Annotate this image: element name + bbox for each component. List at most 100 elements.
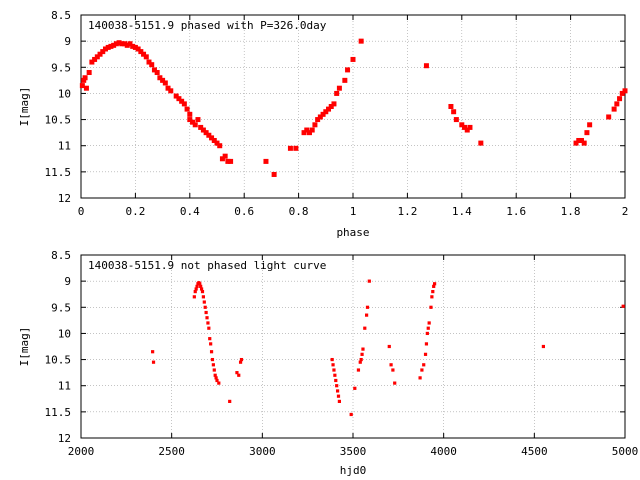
data-point xyxy=(214,140,220,146)
data-point xyxy=(82,75,88,81)
data-point xyxy=(365,305,370,309)
data-point xyxy=(206,132,212,138)
x-tick-label: 4500 xyxy=(521,445,548,458)
data-point xyxy=(165,85,171,91)
data-point xyxy=(358,38,364,44)
y-tick-label: 10 xyxy=(58,327,71,340)
data-point xyxy=(79,83,85,89)
data-point xyxy=(198,282,202,286)
data-point xyxy=(194,287,198,291)
data-point xyxy=(336,85,342,91)
data-point xyxy=(219,156,225,162)
data-point xyxy=(173,93,179,99)
data-point xyxy=(578,137,584,143)
data-point xyxy=(239,357,244,362)
data-point xyxy=(222,153,228,159)
y-tick-label: 10.5 xyxy=(45,354,72,367)
x-tick-label: 0 xyxy=(78,205,85,218)
data-point xyxy=(622,88,628,94)
data-point xyxy=(201,295,205,299)
data-point xyxy=(209,350,214,354)
data-point xyxy=(312,122,318,128)
data-point xyxy=(204,310,208,315)
y-tick-label: 11 xyxy=(58,380,71,393)
x-axis-label: hjd0 xyxy=(340,464,367,477)
data-point xyxy=(459,122,465,128)
phased-light-curve-panel: 0 0.2 0.4 0.6 0.8 1 1.2 1.4 1.6 1.8 2 8.5 9 9.5 10 10.5… xyxy=(18,9,628,239)
data-point xyxy=(215,378,219,383)
data-point xyxy=(462,124,468,130)
x-tick-label: 0.4 xyxy=(180,205,200,218)
x-tick-label: 2500 xyxy=(158,445,185,458)
x-tick-label: 2 xyxy=(622,205,629,218)
data-point xyxy=(331,101,337,107)
chart-title: 140038-5151.9 phased with P=326.0day xyxy=(88,19,327,32)
data-point xyxy=(200,127,206,133)
data-point xyxy=(333,373,337,377)
data-point xyxy=(122,41,128,47)
data-point xyxy=(418,376,422,380)
data-point xyxy=(209,135,215,141)
data-point xyxy=(425,331,429,336)
data-point xyxy=(146,59,152,65)
data-point xyxy=(205,316,209,320)
data-point xyxy=(358,360,362,364)
data-point xyxy=(160,77,166,83)
y-tick-label: 10 xyxy=(58,87,71,100)
data-point xyxy=(81,77,87,83)
data-point xyxy=(119,41,125,47)
data-point xyxy=(207,326,211,330)
data-point xyxy=(423,63,429,69)
data-point xyxy=(203,130,209,136)
data-point xyxy=(367,279,371,283)
data-point xyxy=(192,295,196,299)
unphased-light-curve-panel: 2000 2500 3000 3500 4000 4500 5000 8.5 9 9.5 10 10.… xyxy=(18,249,638,477)
data-point xyxy=(541,344,545,349)
data-point xyxy=(287,145,293,151)
data-point xyxy=(617,96,623,102)
data-point xyxy=(213,373,217,377)
data-point xyxy=(337,399,341,403)
data-point xyxy=(89,59,95,65)
data-point xyxy=(210,357,215,362)
y-tick-label: 9.5 xyxy=(51,61,71,74)
data-point xyxy=(135,46,141,52)
y-tick-label: 12 xyxy=(58,432,71,445)
data-point xyxy=(573,140,579,146)
data-point xyxy=(212,368,216,372)
data-point xyxy=(464,127,470,133)
data-point xyxy=(429,305,433,309)
data-point xyxy=(184,106,190,112)
y-tick-label: 11 xyxy=(58,140,71,153)
plot-frame xyxy=(80,14,626,199)
data-point xyxy=(426,326,430,330)
data-point xyxy=(199,287,204,291)
data-point xyxy=(162,80,168,86)
data-point xyxy=(422,363,426,367)
data-point xyxy=(157,75,163,81)
data-point xyxy=(581,140,587,146)
data-point xyxy=(315,117,321,123)
data-point xyxy=(332,368,336,372)
data-point xyxy=(105,44,111,50)
data-point xyxy=(176,96,182,102)
y-axis-label: I[mag] xyxy=(18,87,31,127)
x-tick-label: 1 xyxy=(350,205,357,218)
data-point xyxy=(138,49,144,55)
data-point xyxy=(320,111,326,117)
chart-title: 140038-5151.9 not phased light curve xyxy=(88,259,326,272)
data-point xyxy=(271,171,277,177)
data-point xyxy=(225,158,231,164)
x-tick-label: 0.6 xyxy=(234,205,254,218)
data-point xyxy=(331,363,335,367)
data-point xyxy=(187,117,193,123)
data-point xyxy=(141,51,147,57)
data-point xyxy=(621,304,625,308)
data-point xyxy=(345,67,351,73)
data-point xyxy=(301,130,307,136)
data-point xyxy=(317,114,323,120)
data-point xyxy=(606,114,612,120)
data-point xyxy=(113,41,119,47)
data-point xyxy=(334,378,338,383)
